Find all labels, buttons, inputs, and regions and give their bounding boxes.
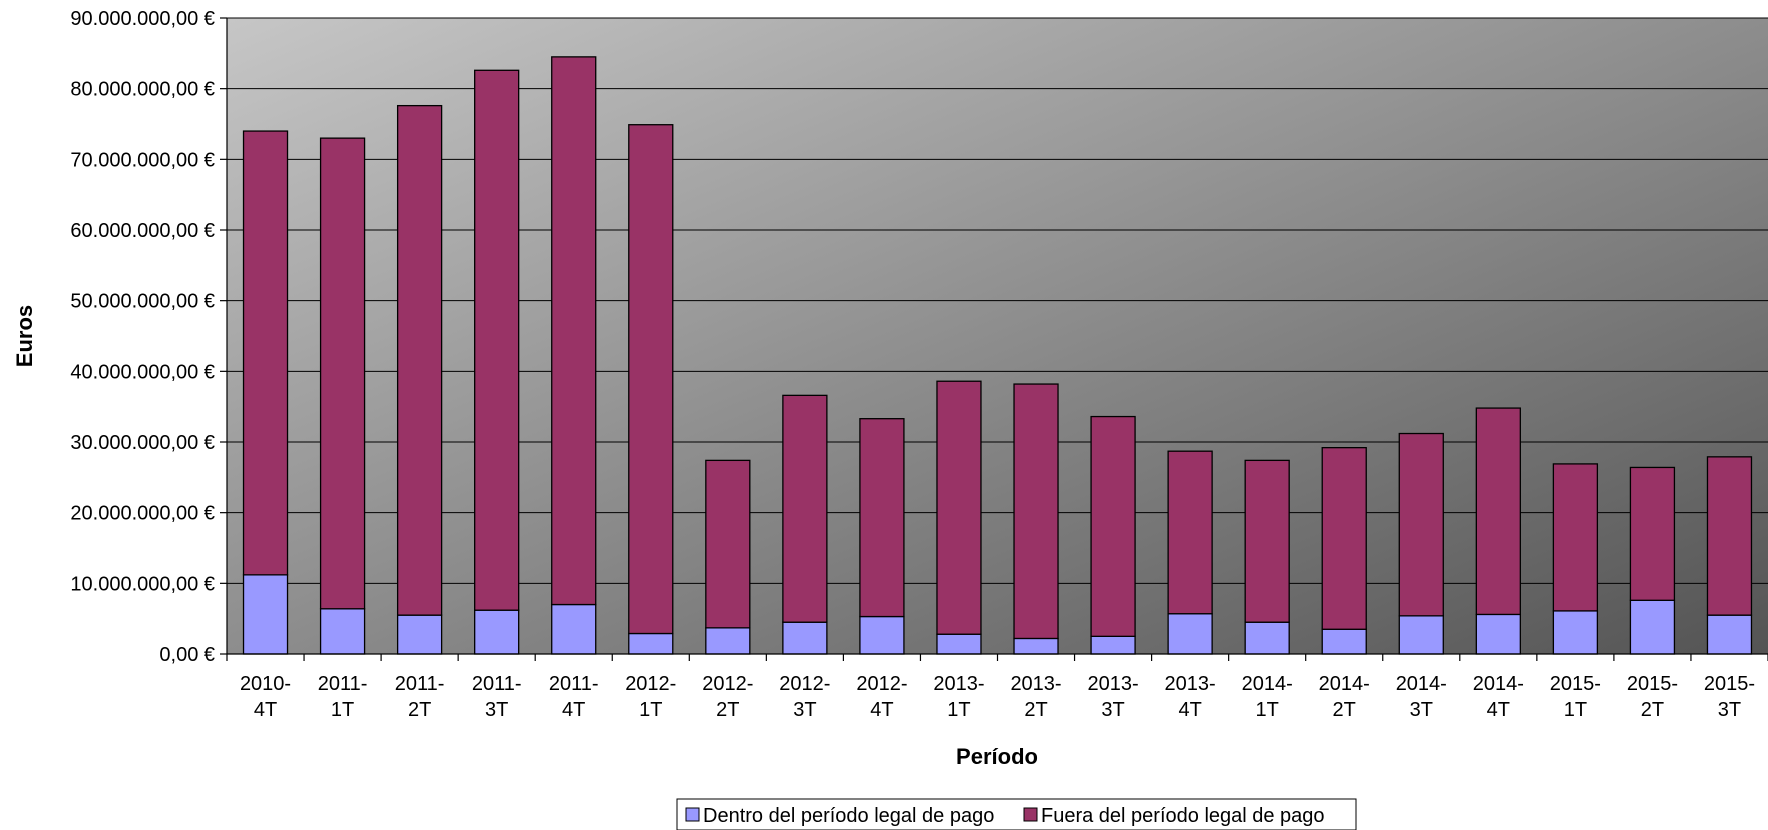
x-tick-label: 2014-4T — [1473, 673, 1524, 721]
x-tick-label: 2014-1T — [1242, 673, 1293, 721]
x-tick-label: 2011-1T — [318, 673, 368, 721]
bar-segment-fuera — [319, 137, 366, 610]
x-tick-label: 2013-3T — [1087, 673, 1138, 721]
bar-segment-fuera — [1398, 432, 1444, 617]
x-tick-label: 2015-2T — [1627, 673, 1678, 721]
y-tick-label: 40.000.000,00 € — [70, 361, 215, 383]
y-axis-title: Euros — [12, 305, 37, 367]
bar-segment-dentro — [1398, 615, 1444, 655]
bar-segment-dentro — [1475, 613, 1521, 655]
bar-segment-dentro — [474, 609, 520, 655]
x-tick-label: 2015-3T — [1704, 673, 1755, 721]
bar-segment-dentro — [1321, 628, 1367, 655]
bar-segment-dentro — [242, 574, 289, 655]
x-tick-label: 2012-3T — [779, 673, 830, 721]
bar-segment-fuera — [1013, 383, 1059, 640]
bar-segment-dentro — [1629, 599, 1676, 655]
x-tick-label: 2013-2T — [1010, 673, 1061, 721]
x-tick-label: 2013-4T — [1165, 673, 1216, 721]
y-tick-label: 90.000.000,00 € — [70, 8, 215, 30]
y-tick-label: 30.000.000,00 € — [70, 432, 215, 454]
bar-segment-fuera — [782, 394, 828, 623]
bar-segment-dentro — [936, 633, 982, 655]
bar-segment-fuera — [1244, 459, 1290, 623]
legend-swatch-dentro — [685, 807, 700, 822]
bar-segment-fuera — [1475, 407, 1521, 616]
x-tick-label: 2012-4T — [856, 673, 907, 721]
y-tick-label: 60.000.000,00 € — [70, 220, 215, 242]
bar-segment-dentro — [1090, 635, 1136, 655]
legend-swatch-fuera — [1023, 807, 1038, 822]
bar-segment-fuera — [628, 124, 674, 635]
bar-segment-dentro — [1167, 613, 1213, 655]
x-tick-label: 2014-3T — [1396, 673, 1447, 721]
x-tick-label: 2011-4T — [549, 673, 599, 721]
bar-segment-fuera — [1629, 466, 1676, 601]
bar-segment-fuera — [859, 418, 905, 618]
legend-box — [676, 798, 1357, 830]
x-tick-label: 2010-4T — [240, 673, 291, 721]
x-tick-label: 2011-2T — [395, 673, 445, 721]
x-tick-label: 2015-1T — [1550, 673, 1601, 721]
bar-segment-dentro — [1552, 610, 1599, 655]
bar-segment-fuera — [474, 69, 520, 611]
bar-segment-dentro — [782, 621, 828, 655]
y-tick-label: 70.000.000,00 € — [70, 149, 215, 171]
bar-segment-fuera — [1706, 456, 1753, 616]
bar-segment-dentro — [551, 603, 597, 655]
x-axis-ticks: 2010-4T 2011-1T 2011-2T 2011-3T 2011-4T 2012-… — [226, 654, 1768, 721]
y-tick-label: 80.000.000,00 € — [70, 79, 215, 101]
bar-segment-fuera — [1167, 450, 1213, 615]
bar-segment-dentro — [859, 615, 905, 655]
bar-segment-dentro — [1013, 637, 1059, 655]
x-axis-title: Período — [956, 744, 1038, 769]
bar-segment-fuera — [242, 130, 289, 576]
bar-segment-dentro — [705, 627, 751, 655]
y-tick-label: 50.000.000,00 € — [70, 291, 215, 313]
bar-segment-fuera — [1090, 415, 1136, 637]
bar-segment-dentro — [396, 614, 443, 655]
bar-segment-dentro — [1706, 614, 1753, 655]
y-axis-ticks: 0,00 € 10.000.000,00 € 20.000.000,00 € 30.0… — [70, 8, 227, 666]
bar-segment-dentro — [319, 608, 366, 655]
legend-label-dentro: Dentro del período legal de pago — [703, 805, 994, 827]
bar-segment-dentro — [628, 632, 674, 655]
x-tick-label: 2012-1T — [625, 673, 676, 721]
y-tick-label: 10.000.000,00 € — [70, 573, 215, 595]
legend: Dentro del período legal de pago Fuera d… — [676, 798, 1357, 830]
y-tick-label: 20.000.000,00 € — [70, 503, 215, 525]
plot-area-background — [227, 18, 1768, 654]
x-tick-label: 2014-2T — [1319, 673, 1370, 721]
bar-segment-fuera — [936, 380, 982, 635]
bar-segment-fuera — [705, 459, 751, 629]
bar-segment-fuera — [1552, 463, 1599, 612]
bar-segment-fuera — [1321, 447, 1367, 630]
y-tick-label: 0,00 € — [159, 644, 215, 666]
bar-segment-dentro — [1244, 621, 1290, 655]
x-tick-label: 2012-2T — [702, 673, 753, 721]
legend-label-fuera: Fuera del período legal de pago — [1041, 805, 1325, 827]
x-tick-label: 2013-1T — [933, 673, 984, 721]
bar-segment-fuera — [396, 104, 443, 616]
bar-segment-fuera — [551, 56, 597, 606]
x-tick-label: 2011-3T — [472, 673, 522, 721]
